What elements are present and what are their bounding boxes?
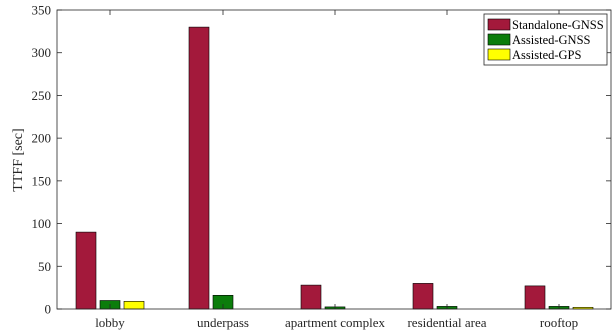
y-tick-label: 0: [45, 302, 52, 317]
bar-standalone-gnss-apartment-complex: [300, 284, 322, 310]
y-tick-label: 350: [32, 3, 52, 18]
x-tick-label: lobby: [95, 315, 125, 330]
x-tick-label: residential area: [407, 315, 486, 330]
plot-frame: [56, 9, 612, 310]
y-tick-label: 200: [32, 131, 52, 146]
legend-swatch: [487, 33, 511, 46]
legend-swatch: [487, 48, 511, 61]
legend-label: Assisted-GPS: [512, 48, 582, 62]
x-tick-label: rooftop: [540, 315, 578, 330]
bar-standalone-gnss-residential-area: [412, 283, 434, 310]
x-tick-label: apartment complex: [285, 315, 385, 330]
legend-label: Standalone-GNSS: [512, 18, 604, 32]
bar-standalone-gnss-underpass: [188, 26, 210, 310]
bar-standalone-gnss-lobby: [75, 231, 97, 310]
legend-label: Assisted-GNSS: [512, 33, 591, 47]
bar-standalone-gnss-rooftop: [524, 285, 546, 310]
x-tick-label: underpass: [197, 315, 249, 330]
y-tick-label: 150: [32, 173, 52, 188]
y-axis-label: TTFF [sec]: [11, 128, 26, 191]
y-tick-label: 100: [32, 216, 52, 231]
y-tick-label: 300: [32, 45, 52, 60]
x-axis-ticks: lobby underpass apartment complex residenti…: [95, 10, 578, 330]
bar-assisted-gps-lobby: [123, 300, 145, 310]
y-axis-ticks: 0 50 100 150 200 250 300 350: [32, 3, 611, 317]
y-tick-label: 250: [32, 88, 52, 103]
legend-swatch: [487, 18, 511, 31]
y-tick-label: 50: [38, 259, 51, 274]
